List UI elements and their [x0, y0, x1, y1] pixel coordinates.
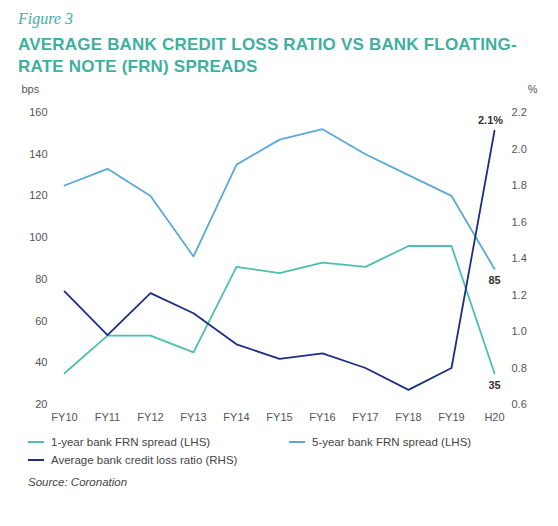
- html-text:5-year bank FRN spread (LHS): 5-year bank FRN spread (LHS): [312, 436, 472, 448]
- svg-text:85: 85: [488, 274, 500, 286]
- svg-text:FY13: FY13: [180, 411, 206, 423]
- svg-text:FY10: FY10: [51, 411, 77, 423]
- html-text:Average bank credit loss ratio: Average bank credit loss ratio (RHS): [51, 454, 238, 466]
- svg-text:0.6: 0.6: [512, 398, 527, 410]
- svg-text:FY19: FY19: [438, 411, 464, 423]
- svg-text:bps: bps: [22, 83, 40, 95]
- html-text:Source: Coronation: Source: Coronation: [28, 476, 128, 488]
- svg-text:FY16: FY16: [309, 411, 335, 423]
- svg-text:FY15: FY15: [266, 411, 292, 423]
- svg-text:FY12: FY12: [137, 411, 163, 423]
- svg-text:FY17: FY17: [352, 411, 378, 423]
- svg-text:2.0: 2.0: [512, 143, 527, 155]
- svg-text:H20: H20: [484, 411, 504, 423]
- svg-text:160: 160: [29, 106, 47, 118]
- svg-text:80: 80: [35, 273, 47, 285]
- svg-text:20: 20: [35, 398, 47, 410]
- html-text:Figure 3: Figure 3: [18, 10, 73, 27]
- svg-text:35: 35: [488, 379, 500, 391]
- html-text:1-year bank FRN spread (LHS): 1-year bank FRN spread (LHS): [51, 436, 211, 448]
- svg-text:120: 120: [29, 189, 47, 201]
- svg-text:%: %: [528, 83, 538, 95]
- svg-text:1.8: 1.8: [512, 179, 527, 191]
- svg-text:60: 60: [35, 315, 47, 327]
- svg-text:40: 40: [35, 356, 47, 368]
- svg-text:140: 140: [29, 148, 47, 160]
- svg-text:FY18: FY18: [395, 411, 421, 423]
- svg-text:2.1%: 2.1%: [478, 114, 503, 126]
- svg-text:1.2: 1.2: [512, 289, 527, 301]
- svg-text:100: 100: [29, 231, 47, 243]
- svg-text:2.2: 2.2: [512, 106, 527, 118]
- svg-text:0.8: 0.8: [512, 362, 527, 374]
- html-text:AVERAGE BANK CREDIT LOSS RATIO: AVERAGE BANK CREDIT LOSS RATIO VS BANK F…: [18, 35, 517, 76]
- svg-text:1.6: 1.6: [512, 216, 527, 228]
- svg-text:FY11: FY11: [95, 411, 120, 423]
- svg-text:FY14: FY14: [223, 411, 249, 423]
- svg-text:1.0: 1.0: [512, 325, 527, 337]
- svg-text:1.4: 1.4: [512, 252, 527, 264]
